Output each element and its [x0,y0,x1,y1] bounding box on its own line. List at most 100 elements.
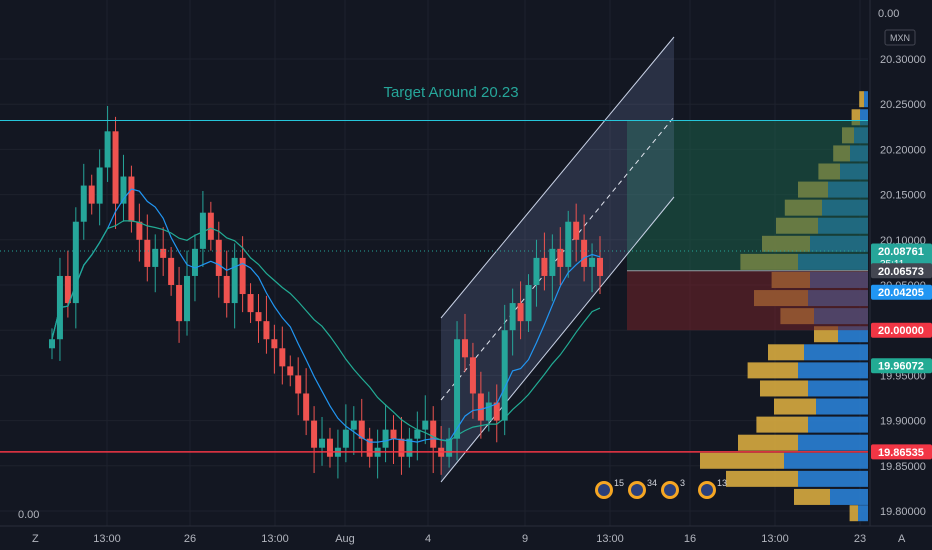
candle-body [509,303,516,331]
candle-body [350,420,357,430]
candle-body [422,420,429,430]
price-tag [871,284,932,300]
time-tick-label: 9 [522,533,528,545]
price-tag [871,263,932,279]
price-tag [871,322,932,338]
price-tick-label: 20.20000 [880,144,926,156]
volume-bar-down [816,398,868,415]
volume-bar-up [859,91,864,108]
event-count: 15 [614,478,624,488]
candle-body [176,285,183,322]
candle-body [461,339,468,358]
sma-slow-line [51,220,601,442]
candle-body [454,339,461,439]
currency-button[interactable] [884,29,916,46]
horizontal-levels[interactable] [0,119,868,453]
candle-body [477,393,484,421]
volume-bar-up [700,452,784,469]
candle-body [326,438,333,457]
candle-body [199,212,206,249]
price-tick-label: 20.15000 [880,190,926,202]
zoom-z-button[interactable]: Z [32,533,39,545]
moving-averages [51,188,601,443]
bottom-left-value: 0.00 [18,509,39,521]
event-count: 34 [647,478,657,488]
candle-body [501,330,508,421]
volume-bar-down [798,362,868,379]
time-tick-label: 4 [425,533,431,545]
candle-body [144,239,151,267]
long-position-tool[interactable] [627,120,868,331]
candle-body [358,420,365,439]
price-tag-label: 20.00000 [878,325,924,337]
candle-body [136,221,143,240]
time-axis[interactable]: 13:00 26 13:00 Aug 4 9 13:00 16 13:00 23 [93,533,866,545]
candle-body [390,429,397,439]
profit-zone [627,120,868,271]
price-tag-label: 20.08761 [878,246,924,258]
price-tags: 20.0876135:1120.0657320.0420520.0000019.… [871,243,932,460]
candle-body [295,375,302,394]
candle-body [533,257,540,285]
candle-body [263,321,270,340]
candle-body [319,438,326,448]
volume-bar-up [738,434,798,451]
volume-bar-up [849,505,858,522]
candle-body [128,176,135,222]
event-count: 13 [717,478,727,488]
candle-body [342,429,349,448]
candle-body [485,402,492,421]
candle-body [430,420,437,448]
event-marker: 34 [628,478,657,499]
time-tick-label: 13:00 [761,533,789,545]
candle-body [565,221,572,267]
candle-body [366,438,373,457]
candle-body [120,176,127,204]
volume-bar-up [760,380,808,397]
volume-bar-down [858,505,868,522]
candle-body [255,312,262,322]
candle-body [541,257,548,276]
candle-body [64,275,71,304]
volume-bar-up [774,398,816,415]
currency-label: MXN [890,33,910,43]
candle-body [597,257,603,276]
candle-body [184,275,191,322]
candles [49,106,603,479]
candle-body [231,257,238,304]
sma-fast-line [51,188,601,443]
volume-bar-down [804,344,868,361]
volume-bar-up [794,488,830,505]
event-marker: 3 [661,478,685,499]
candle-body [581,239,588,267]
volume-bar-up [851,109,860,126]
volume-bar-up [768,344,804,361]
candle-body [247,294,254,313]
auto-scale-button[interactable]: A [898,533,906,545]
candle-body [493,402,500,421]
candle-body [191,248,198,276]
candle-body [271,339,278,349]
volume-bar-down [784,452,868,469]
candle-body [406,438,413,457]
event-marker: 13 [698,478,727,499]
volume-bar-up [814,326,838,343]
time-tick-label: 13:00 [261,533,289,545]
price-tick-label: 19.80000 [880,506,926,518]
target-annotation: Target Around 20.23 [383,84,518,101]
channel-upper [440,36,675,319]
event-markers[interactable]: 15 34 3 13 [595,478,727,499]
time-tick-label: 13:00 [93,533,121,545]
candle-body [589,257,596,267]
time-tick-label: 23 [854,533,866,545]
candle-body [223,275,230,304]
candle-body [287,366,294,376]
candle-body [517,303,524,322]
price-tag-label: 20.04205 [878,287,924,299]
candle-body [311,420,318,448]
price-tag [871,358,932,374]
volume-bar-up [726,470,798,487]
price-tick-label: 19.95000 [880,370,926,382]
stop-zone [627,270,868,331]
